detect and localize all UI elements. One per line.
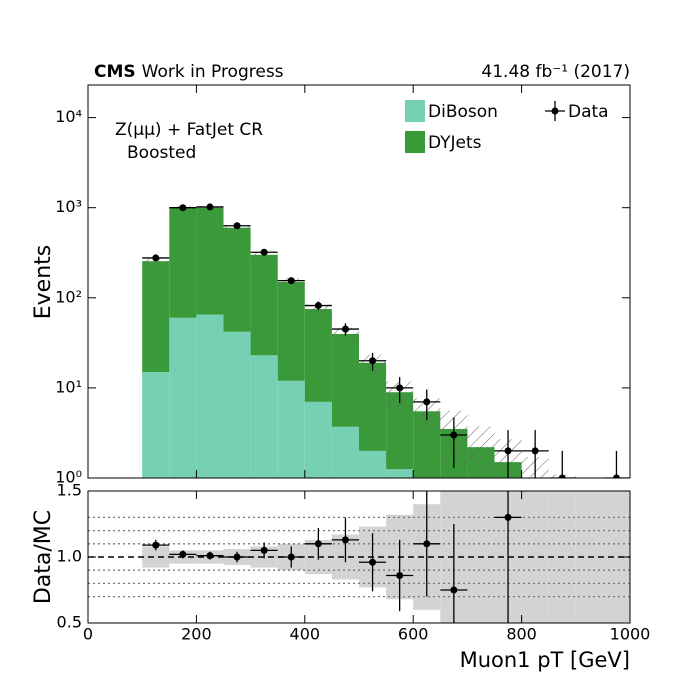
data-point — [341, 325, 349, 333]
data-point — [504, 447, 512, 455]
stack-bar — [331, 333, 359, 427]
status-label: Work in Progress — [142, 62, 284, 82]
y-tick-label: 0.5 — [57, 613, 82, 632]
x-tick-label: 400 — [290, 625, 321, 644]
data-point — [260, 248, 268, 256]
data-point — [287, 277, 295, 285]
header: CMS Work in Progress — [94, 62, 284, 82]
stack-bar — [359, 450, 387, 478]
ratio-point — [504, 513, 512, 521]
ratio-point — [369, 558, 377, 566]
y-tick-label: 1.0 — [57, 547, 82, 566]
stack-bar — [142, 372, 170, 478]
data-point — [233, 222, 241, 230]
data-point — [423, 398, 431, 406]
y-axis-label: Events — [31, 245, 56, 320]
x-tick-label: 600 — [398, 625, 429, 644]
ratio-point — [179, 550, 187, 558]
ratio-point — [341, 536, 349, 544]
stack-bar — [277, 281, 305, 381]
cms-label: CMS — [94, 62, 136, 82]
axis-frame — [87, 84, 631, 479]
foreground: 10⁰ 10¹ 10² 10³ 10⁴ 0.5 1.0 1.5 0 200 400 600 800 100… — [55, 84, 651, 644]
ratio-plot — [88, 491, 630, 623]
data-point — [450, 431, 458, 439]
y-tick-label: 10² — [55, 287, 82, 306]
ratio-point — [423, 540, 431, 548]
y-axis-label: Data/MC — [31, 510, 56, 604]
x-tick-label: 800 — [506, 625, 537, 644]
ratio-point — [396, 571, 404, 579]
ratio-point — [450, 586, 458, 594]
y-tick-label: 1.5 — [57, 481, 82, 500]
stack-bar — [196, 314, 224, 478]
data-point — [612, 474, 620, 478]
stack-bar — [169, 207, 197, 318]
stack-bar — [304, 309, 332, 402]
stack-bar — [142, 261, 170, 373]
legend-swatch — [405, 100, 425, 122]
y-tick-label: 10⁰ — [55, 468, 82, 487]
annotation: Z(μμ) + FatJet CR — [115, 120, 263, 140]
legend-label: DiBoson — [428, 102, 498, 122]
ratio-point — [206, 552, 214, 560]
x-tick-label: 0 — [83, 625, 93, 644]
stack-bar — [277, 380, 305, 478]
stack-bar — [359, 362, 387, 451]
stack-bar — [250, 355, 278, 478]
x-axis-label: Muon1 pT [GeV] — [460, 648, 630, 672]
ratio-point — [287, 553, 295, 561]
stack-bar — [304, 401, 332, 478]
data-point — [179, 204, 187, 212]
legend-marker — [551, 107, 559, 115]
stack-bar — [331, 426, 359, 478]
y-tick-label: 10⁴ — [55, 107, 82, 126]
data-point — [369, 357, 377, 365]
stack-bar — [223, 227, 251, 332]
legend-label: DYJets — [428, 133, 482, 153]
legend-label: Data — [568, 102, 609, 122]
top-plot — [142, 203, 630, 478]
stack-bar — [169, 317, 197, 478]
annotation: Boosted — [127, 143, 196, 163]
legend-swatch — [405, 131, 425, 153]
y-tick-label: 10³ — [55, 197, 82, 216]
data-point — [206, 203, 214, 211]
data-point — [314, 302, 322, 310]
data-point — [531, 447, 539, 455]
x-tick-label: 1000 — [610, 625, 651, 644]
ratio-point — [233, 553, 241, 561]
ratio-band — [521, 491, 549, 623]
ratio-point — [260, 546, 268, 554]
ratio-point — [152, 541, 160, 549]
x-tick-label: 200 — [181, 625, 212, 644]
lumi-label: 41.48 fb⁻¹ (2017) — [481, 62, 630, 82]
stack-bar — [386, 469, 414, 478]
y-tick-label: 10¹ — [55, 377, 82, 396]
uncertainty-hatch — [467, 426, 495, 478]
stack-bar — [223, 331, 251, 478]
data-point — [396, 384, 404, 392]
ratio-band — [142, 546, 170, 568]
stack-bar — [196, 207, 224, 315]
stack-bar — [250, 254, 278, 356]
data-point — [558, 474, 566, 478]
ratio-point — [314, 540, 322, 548]
data-point — [152, 254, 160, 262]
